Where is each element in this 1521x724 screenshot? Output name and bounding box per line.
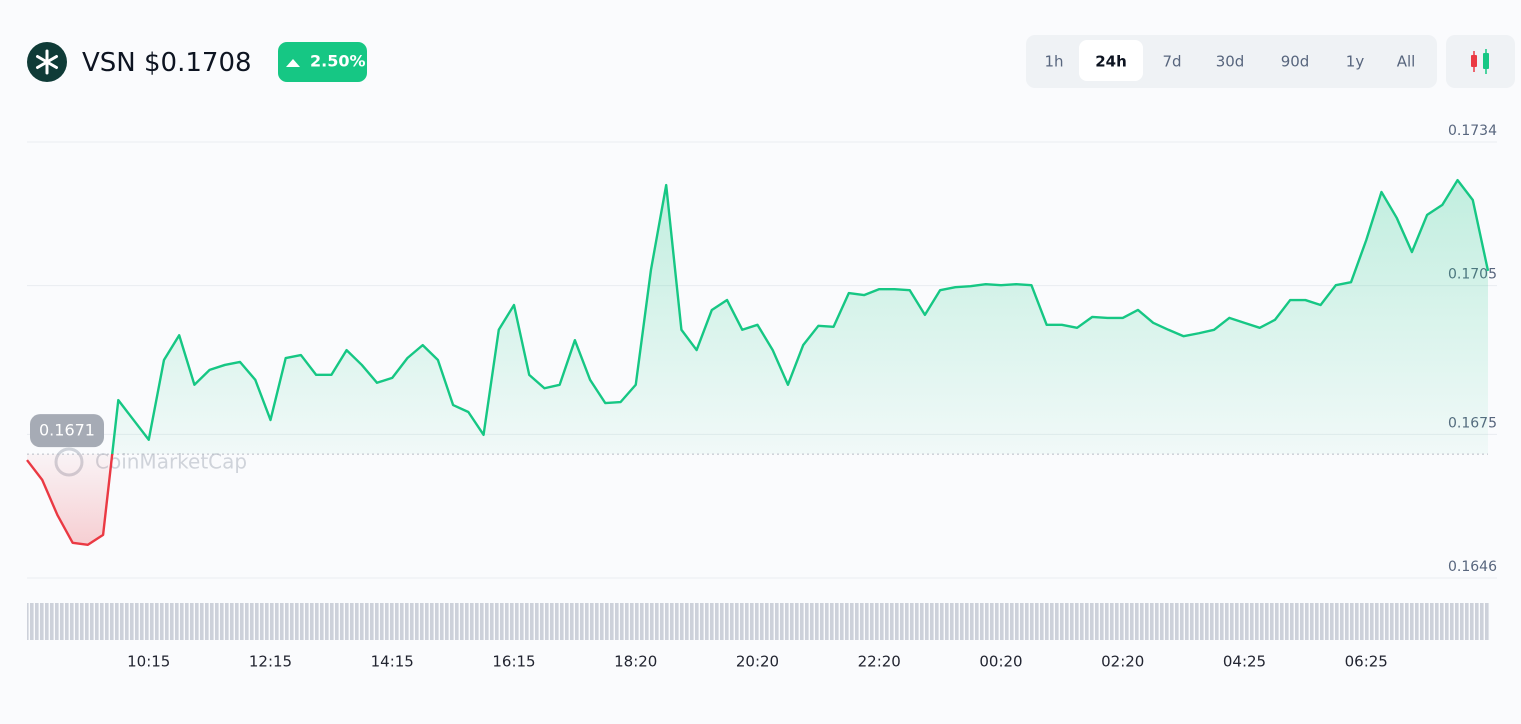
change-value: 2.50% bbox=[310, 52, 366, 71]
price: $0.1708 bbox=[144, 48, 252, 78]
x-tick-label: 00:20 bbox=[979, 653, 1022, 671]
range-button[interactable]: 1y bbox=[1346, 53, 1365, 71]
up-arrow bbox=[286, 59, 300, 67]
range-button[interactable]: 90d bbox=[1281, 53, 1310, 71]
symbol: VSN bbox=[82, 48, 136, 78]
price-area bbox=[27, 180, 1488, 545]
x-tick-label: 14:15 bbox=[371, 653, 414, 671]
range-button-active[interactable] bbox=[1079, 40, 1143, 81]
candle-icon bbox=[1471, 49, 1489, 74]
x-tick-label: 22:20 bbox=[858, 653, 901, 671]
reference-label-bg bbox=[30, 414, 104, 448]
price-line bbox=[26, 178, 1490, 546]
x-tick-label: 10:15 bbox=[127, 653, 170, 671]
x-tick-label: 18:20 bbox=[614, 653, 657, 671]
y-tick-label: 0.1646 bbox=[1448, 559, 1497, 575]
logo-mark bbox=[36, 49, 58, 75]
reference-label: 0.1671 bbox=[39, 421, 95, 440]
range-button[interactable]: 24h bbox=[1095, 53, 1127, 71]
range-button[interactable]: 30d bbox=[1216, 53, 1245, 71]
volume-strip bbox=[27, 603, 1490, 640]
y-tick-label: 0.1734 bbox=[1448, 123, 1497, 139]
x-tick-label: 02:20 bbox=[1101, 653, 1144, 671]
chart-type-button[interactable] bbox=[1446, 35, 1515, 88]
x-tick-label: 06:25 bbox=[1345, 653, 1388, 671]
x-tick-label: 16:15 bbox=[492, 653, 535, 671]
change-badge bbox=[278, 42, 367, 82]
x-tick-label: 20:20 bbox=[736, 653, 779, 671]
range-button[interactable]: All bbox=[1397, 53, 1416, 71]
coin-title: VSN $0.1708 bbox=[82, 48, 252, 78]
range-button[interactable]: 7d bbox=[1162, 53, 1181, 71]
x-tick-label: 12:15 bbox=[249, 653, 292, 671]
range-button[interactable]: 1h bbox=[1044, 53, 1063, 71]
x-tick-label: 04:25 bbox=[1223, 653, 1266, 671]
